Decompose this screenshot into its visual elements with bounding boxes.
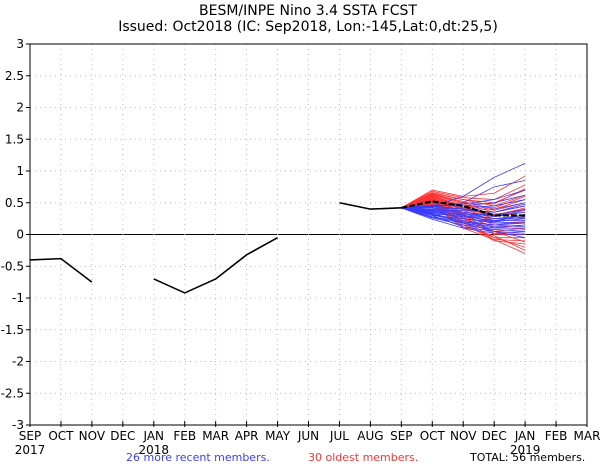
chart-subtitle: Issued: Oct2018 (IC: Sep2018, Lon:-145,L… — [118, 19, 498, 35]
y-tick-label: -2.5 — [1, 386, 24, 400]
recent-member-line — [401, 207, 526, 228]
legend-total: TOTAL: 56 members. — [469, 451, 585, 464]
y-tick-label: -1 — [12, 291, 24, 305]
x-axis: SEP OCT NOV DEC JAN FEB MAR APR MAY JUN JUL AUG SEP O… — [15, 421, 600, 457]
observed-line — [339, 201, 402, 210]
legend-oldest: 30 oldest members. — [308, 451, 418, 464]
x-tick-label: DEC — [482, 429, 507, 443]
y-tick-label: 2.5 — [5, 69, 24, 83]
x-tick-label: MAR — [574, 429, 600, 443]
ensemble-members — [401, 163, 526, 254]
y-axis: 3 2.5 2 1.5 1 0.5 0 -0.5 -1 -1.5 -2 -2.5 -3 — [1, 37, 30, 432]
y-tick-label: -2 — [12, 355, 24, 369]
recent-member-line — [401, 207, 526, 234]
legend-recent: 26 more recent members. — [126, 451, 270, 464]
x-tick-label: JAN — [143, 429, 165, 443]
recent-member-line — [401, 207, 526, 223]
y-tick-label: -1.5 — [1, 323, 24, 337]
y-tick-label: 0.5 — [5, 196, 24, 210]
recent-member-line — [401, 194, 526, 209]
x-tick-label: OCT — [48, 429, 74, 443]
x-tick-label: FEB — [173, 429, 196, 443]
y-tick-label: 0 — [16, 228, 24, 242]
y-tick-label: 3 — [16, 37, 24, 51]
x-tick-label: SEP — [19, 429, 41, 443]
x-tick-label: SEP — [390, 429, 412, 443]
y-tick-label: -0.5 — [1, 259, 24, 273]
x-tick-label: NOV — [450, 429, 477, 443]
observed-line — [29, 257, 93, 283]
recent-member-line — [401, 180, 526, 209]
x-tick-label: OCT — [420, 429, 446, 443]
ensemble-mean-line — [401, 200, 526, 217]
x-year-label: 2017 — [15, 443, 46, 457]
x-tick-label: MAY — [265, 429, 291, 443]
x-tick-label: NOV — [79, 429, 106, 443]
x-tick-label: JUL — [329, 429, 349, 443]
y-tick-label: -3 — [12, 418, 24, 432]
oldest-member-line — [401, 184, 526, 209]
recent-member-line — [401, 207, 526, 232]
y-tick-label: 1.5 — [5, 132, 24, 146]
chart-title: BESM/INPE Nino 3.4 SSTA FCST — [199, 3, 417, 19]
x-tick-label: APR — [235, 429, 259, 443]
y-tick-label: 1 — [16, 164, 24, 178]
observed-series — [29, 201, 402, 294]
x-tick-label: DEC — [110, 429, 135, 443]
observed-line — [153, 236, 278, 294]
ensemble-mean — [401, 200, 526, 217]
x-year-label: 2018 — [139, 443, 170, 457]
x-tick-label: AUG — [357, 429, 383, 443]
x-year-label: 2019 — [510, 443, 541, 457]
recent-member-line — [401, 207, 526, 226]
recent-member-line — [401, 203, 526, 213]
x-tick-label: MAR — [202, 429, 229, 443]
x-tick-label: JAN — [514, 429, 536, 443]
oldest-member-line — [401, 198, 526, 224]
recent-member-line — [401, 207, 526, 239]
x-tick-label: JUN — [297, 429, 319, 443]
x-tick-label: FEB — [545, 429, 568, 443]
y-tick-label: 2 — [16, 101, 24, 115]
recent-member-line — [401, 207, 526, 220]
recent-member-line — [401, 207, 526, 221]
plot-frame — [29, 43, 588, 426]
